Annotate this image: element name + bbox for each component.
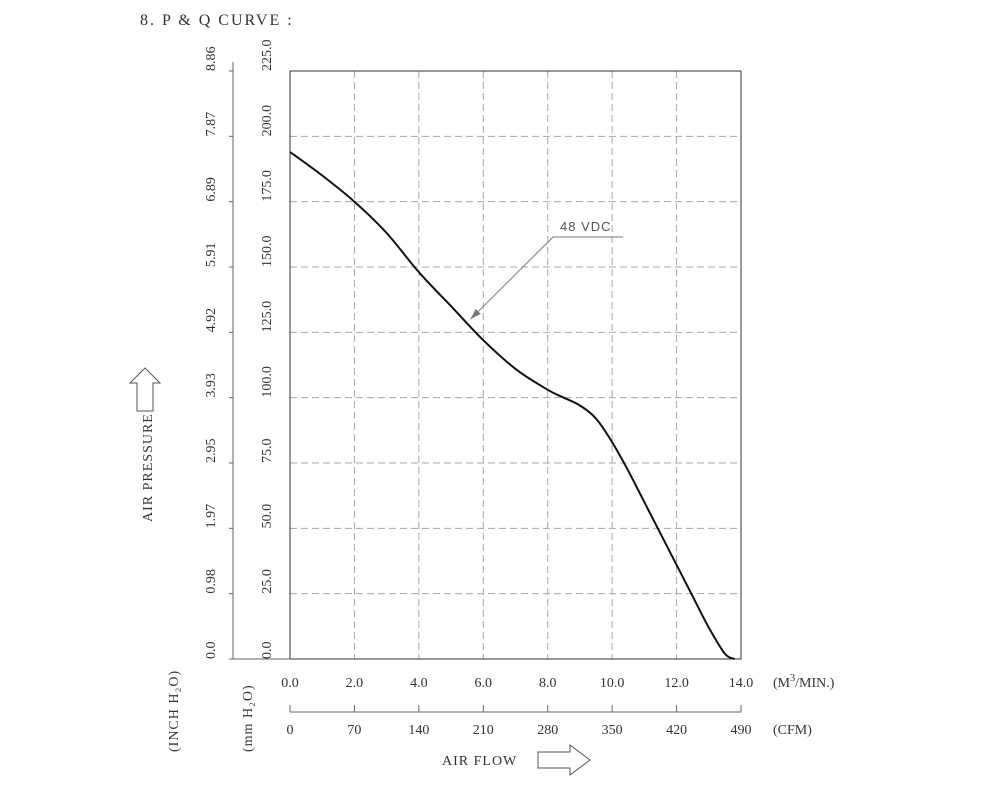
y-tick-label-primary: 125.0 <box>260 301 275 333</box>
x-primary-unit: (M3/MIN.) <box>773 673 835 691</box>
y-tick-label-secondary: 6.89 <box>204 177 219 202</box>
y-tick-label-primary: 150.0 <box>260 236 275 268</box>
series-line-48vdc <box>289 151 736 660</box>
x-tick-label-primary: 0.0 <box>281 676 299 691</box>
grid <box>290 71 741 659</box>
x-tick-label-secondary: 70 <box>347 723 361 738</box>
arrow-up-icon <box>128 367 162 412</box>
y-tick-label-primary: 175.0 <box>260 170 275 202</box>
x-tick-label-secondary: 210 <box>473 723 494 738</box>
x-tick-labels: 0.0 0 2.0 70 4.0 140 6.0 210 8.0 280 10.0 350 12.0 42… <box>281 676 753 738</box>
y-tick-label-primary: 200.0 <box>260 105 275 137</box>
x-tick-label-secondary: 490 <box>731 723 752 738</box>
series-layer <box>289 151 736 660</box>
series-annotation: 48 VDC <box>470 219 623 320</box>
y-tick-label-secondary: 1.97 <box>204 504 219 529</box>
y-tick-label-primary: 225.0 <box>260 40 275 72</box>
annotation-label: 48 VDC <box>560 219 612 234</box>
y-tick-label-secondary: 0.98 <box>204 569 219 594</box>
y-axis-label: AIR PRESSURE <box>141 413 156 522</box>
x-tick-label-primary: 2.0 <box>346 676 364 691</box>
x-primary-unit-rest: /MIN.) <box>795 676 835 691</box>
y-tick-label-primary: 25.0 <box>260 569 275 594</box>
x-tick-label-secondary: 350 <box>602 723 623 738</box>
annotation-leader-line <box>470 236 623 320</box>
annotation-arrowhead <box>470 309 481 320</box>
y-tick-label-secondary: 3.93 <box>204 373 219 398</box>
x-secondary-unit: (CFM) <box>773 723 812 738</box>
plot-frame <box>289 70 742 660</box>
y-tick-label-primary: 0.0 <box>260 642 275 660</box>
x-tick-label-primary: 6.0 <box>475 676 493 691</box>
y-tick-label-secondary: 5.91 <box>204 243 219 268</box>
y-tick-label-secondary: 0.0 <box>204 642 219 660</box>
y-tick-label-secondary: 8.86 <box>204 47 219 72</box>
x-tick-label-primary: 10.0 <box>600 676 625 691</box>
y-tick-label-secondary: 4.92 <box>204 308 219 333</box>
x-tick-label-secondary: 280 <box>537 723 558 738</box>
y-tick-label-primary: 75.0 <box>260 439 275 464</box>
y-tick-label-primary: 100.0 <box>260 366 275 398</box>
x-tick-label-secondary: 140 <box>408 723 429 738</box>
y-primary-unit: (mm H₂O) <box>241 684 256 752</box>
x-tick-label-primary: 14.0 <box>729 676 754 691</box>
x-tick-label-primary: 8.0 <box>539 676 557 691</box>
x-primary-unit-sup: 3 <box>790 673 795 684</box>
y-tick-label-primary: 50.0 <box>260 504 275 529</box>
x-tick-label-secondary: 420 <box>666 723 687 738</box>
arrow-right-icon <box>537 744 591 776</box>
y-tick-label-secondary: 7.87 <box>204 112 219 137</box>
x-tick-label-primary: 4.0 <box>410 676 428 691</box>
x-tick-label-secondary: 0 <box>287 723 294 738</box>
y-tick-labels: 0.0 0.0 25.0 0.98 50.0 1.97 75.0 2.95 100.0 3.93 1… <box>204 40 275 660</box>
y-tick-label-secondary: 2.95 <box>204 439 219 464</box>
y-secondary-unit: (INCH H₂O) <box>167 670 182 752</box>
x-tick-label-primary: 12.0 <box>664 676 689 691</box>
figure-title: 8. P & Q CURVE : <box>140 12 294 29</box>
x-primary-unit-base: (M <box>773 676 791 691</box>
x-axis-label: AIR FLOW <box>442 754 517 769</box>
